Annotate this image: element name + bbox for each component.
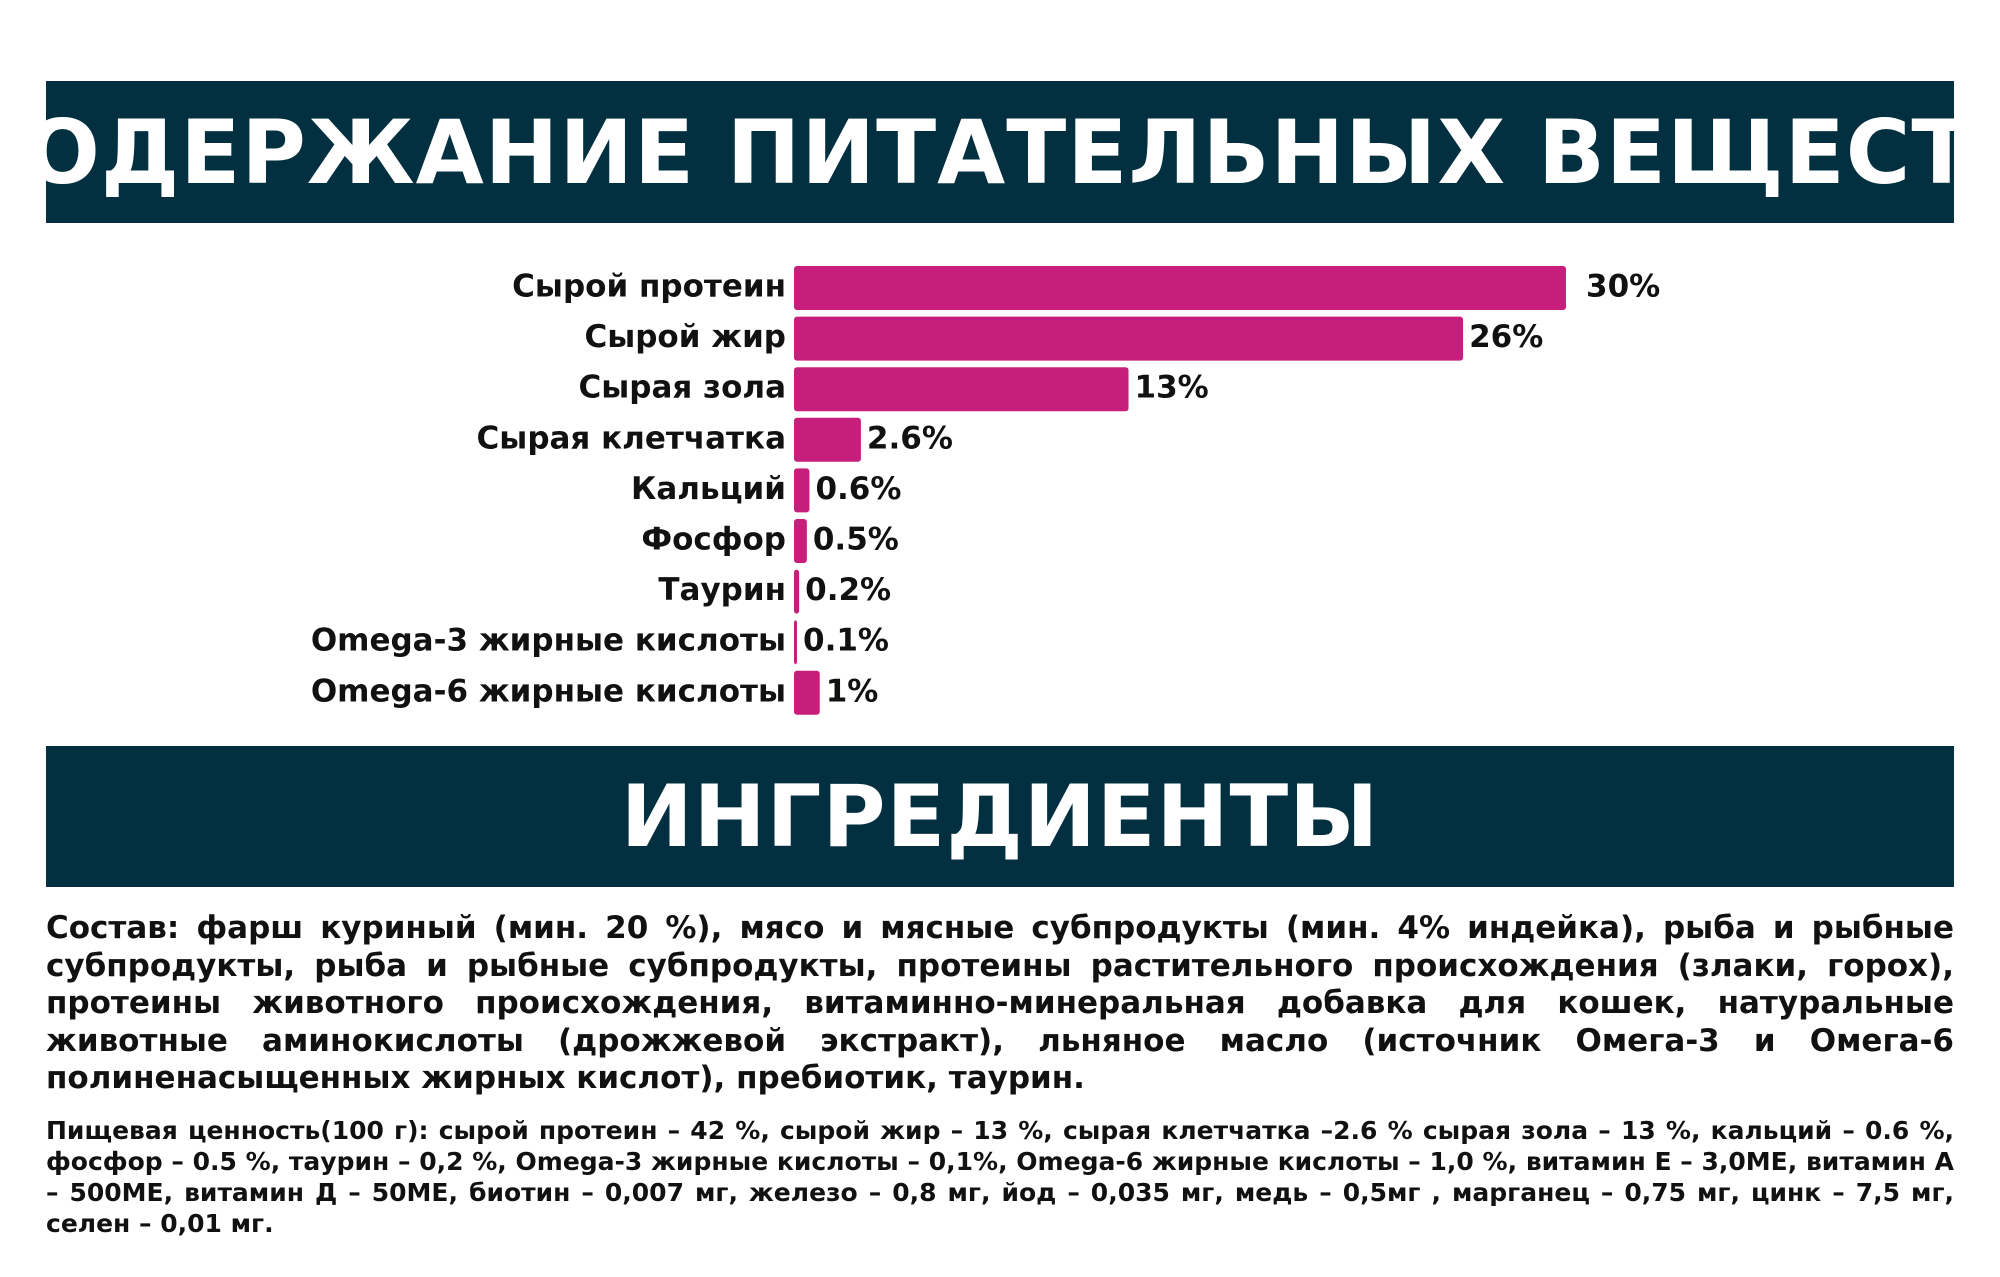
value-label: 0.6% <box>815 471 901 507</box>
category-label: Сырая клетчатка <box>477 420 786 456</box>
value-label: 1% <box>826 673 879 709</box>
value-label: 0.5% <box>813 522 899 558</box>
composition-text: Состав: фарш куриный (мин. 20 %), мясо и… <box>46 910 1954 1096</box>
category-label: Кальций <box>631 471 786 507</box>
category-label: Omega-3 жирные кислоты <box>311 623 786 659</box>
bar-4 <box>794 468 810 513</box>
bar-3 <box>794 417 861 462</box>
category-label: Сырая зола <box>578 370 786 406</box>
bar-1 <box>794 316 1464 361</box>
bar-8 <box>794 670 820 715</box>
nutrients-title: СОДЕРЖАНИЕ ПИТАТЕЛЬНЫХ ВЕЩЕСТВ <box>0 100 2000 204</box>
value-label: 0.2% <box>805 572 891 608</box>
value-label: 2.6% <box>867 420 953 456</box>
nutrient-bar-chart: Сырой протеин 30% Сырой жир 26% Сырая зола 13… <box>311 266 1660 715</box>
bar-5 <box>794 519 807 563</box>
nutrition-values-text: Пищевая ценность(100 г): сырой протеин –… <box>46 1116 1954 1238</box>
nutrients-banner: СОДЕРЖАНИЕ ПИТАТЕЛЬНЫХ ВЕЩЕСТВ <box>0 81 2000 223</box>
ingredients-title: ИНГРЕДИЕНТЫ <box>620 766 1380 867</box>
value-label: 30% <box>1586 269 1660 305</box>
bar-6 <box>794 569 800 614</box>
ingredients-banner: ИНГРЕДИЕНТЫ <box>46 746 1954 887</box>
category-label: Фосфор <box>641 522 786 558</box>
category-label: Таурин <box>658 572 786 608</box>
category-label: Сырой протеин <box>512 269 786 305</box>
value-label: 13% <box>1135 370 1209 406</box>
bar-7 <box>794 620 797 665</box>
bar-0 <box>794 266 1566 310</box>
bar-2 <box>794 367 1129 412</box>
value-label: 26% <box>1469 319 1543 355</box>
value-label: 0.1% <box>803 623 889 659</box>
category-label: Omega-6 жирные кислоты <box>311 673 786 709</box>
category-label: Сырой жир <box>584 319 786 355</box>
